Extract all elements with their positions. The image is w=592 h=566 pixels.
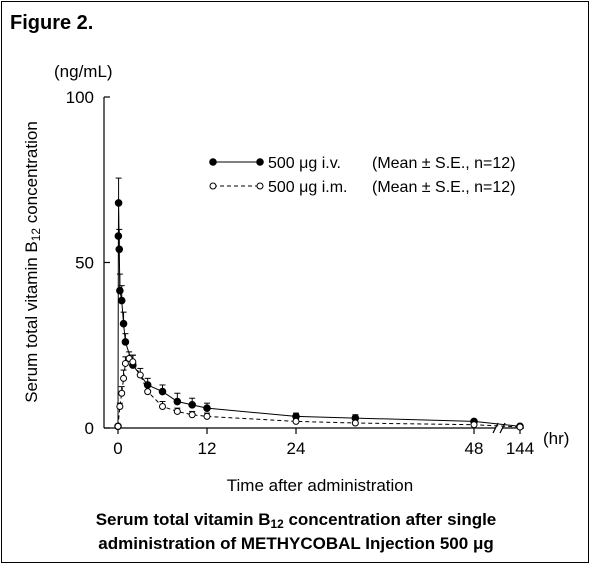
legend-marker (209, 182, 217, 190)
data-point-open (118, 389, 126, 397)
series-2 (114, 351, 524, 431)
x-tick-label: 48 (465, 439, 484, 458)
x-tick-label: 0 (113, 439, 122, 458)
data-point-open (121, 359, 129, 367)
data-point-filled (115, 245, 124, 254)
y-tick-label: 50 (75, 254, 94, 273)
x-axis-unit: (hr) (543, 429, 570, 448)
data-point-filled (116, 286, 124, 295)
figure-title: Figure 2. (10, 12, 94, 34)
data-point-open (114, 422, 122, 430)
legend-marker (209, 158, 217, 166)
data-point-open (188, 411, 196, 419)
data-point-open (173, 407, 181, 415)
data-point-open (144, 388, 152, 396)
legend-marker (256, 158, 264, 166)
legend-note: (Mean ± S.E., n=12) (372, 179, 516, 196)
legend-label: 500 μg i.m. (268, 179, 347, 196)
data-point-filled (114, 199, 123, 207)
axes: 0 50 100 0 12 24 48 144 (66, 88, 535, 458)
data-point-open (203, 412, 211, 420)
data-point-filled (119, 319, 128, 328)
data-point-open (516, 423, 524, 431)
data-point-open (116, 402, 124, 410)
y-tick-label: 0 (85, 419, 94, 438)
data-point-filled (158, 387, 167, 396)
data-point-filled (188, 401, 196, 409)
data-point-open (129, 358, 137, 366)
x-tick-label: 12 (198, 439, 217, 458)
data-point-open (159, 402, 167, 410)
data-point-open (292, 417, 300, 425)
series-1 (114, 177, 524, 431)
y-axis-unit: (ng/mL) (54, 62, 113, 81)
data-point-filled (173, 397, 182, 406)
data-point-filled (117, 296, 126, 305)
legend: 500 μg i.v. (Mean ± S.E., n=12) 500 μg i.m… (209, 155, 516, 196)
line-chart: 0 50 100 0 12 24 48 144 500 μg i.v. (Mean ± S.E.… (66, 88, 535, 458)
caption-line-1: Serum total vitamin B12 concentration af… (95, 510, 497, 531)
legend-marker (256, 182, 264, 190)
x-axis-label: Time after administration (226, 476, 414, 495)
data-point-open (470, 421, 478, 429)
data-point-filled (114, 232, 123, 240)
figure-caption: Serum total vitamin B12 concentration af… (0, 508, 592, 556)
x-tick-label: 144 (506, 439, 534, 458)
legend-note: (Mean ± S.E., n=12) (372, 155, 516, 172)
y-tick-label: 100 (66, 88, 94, 107)
data-point-filled (203, 404, 211, 412)
data-point-open (136, 371, 144, 379)
x-tick-label: 24 (287, 439, 306, 458)
legend-label: 500 μg i.v. (268, 155, 341, 172)
series-group (114, 177, 524, 431)
caption-line-2: administration of METHYCOBAL Injection 5… (98, 534, 494, 553)
data-point-open (120, 374, 128, 382)
data-point-open (351, 419, 359, 427)
axis-break-mark (492, 422, 499, 434)
data-point-filled (121, 338, 130, 346)
